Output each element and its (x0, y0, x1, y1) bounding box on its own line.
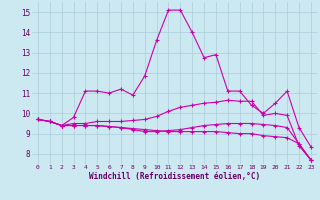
X-axis label: Windchill (Refroidissement éolien,°C): Windchill (Refroidissement éolien,°C) (89, 172, 260, 181)
